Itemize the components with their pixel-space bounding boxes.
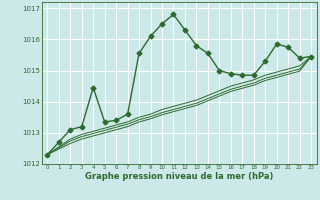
X-axis label: Graphe pression niveau de la mer (hPa): Graphe pression niveau de la mer (hPa) [85,172,273,181]
